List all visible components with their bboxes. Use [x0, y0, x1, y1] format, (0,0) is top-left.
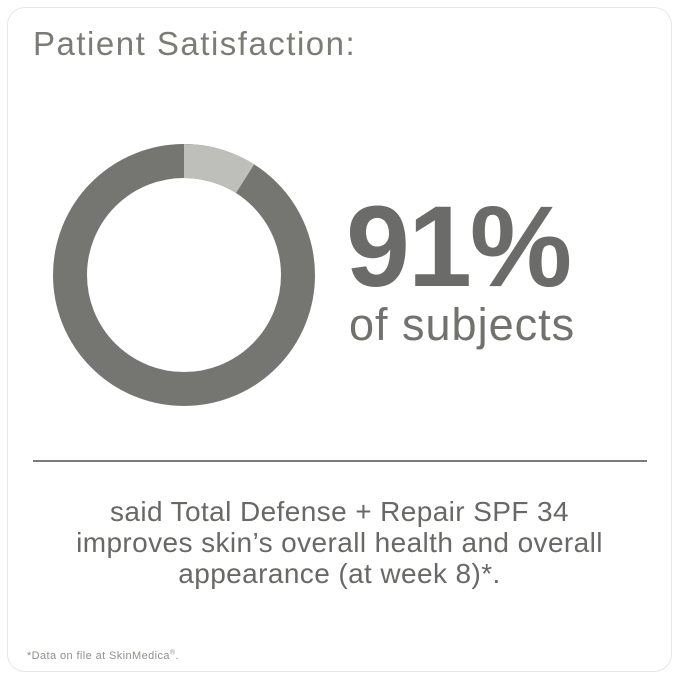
divider-line: [33, 460, 647, 462]
claim-line-1: said Total Defense + Repair SPF 34: [109, 496, 569, 527]
claim-line-3: appearance (at week 8)*.: [178, 558, 501, 589]
donut-ring-dark-slice: [53, 144, 315, 406]
stat-value: 91%: [346, 183, 572, 311]
donut-chart: [53, 144, 315, 406]
page-title: Patient Satisfaction:: [33, 25, 357, 62]
stat-caption: of subjects: [349, 299, 576, 350]
donut-ring-light-slice: [53, 144, 315, 406]
claim-text: said Total Defense + Repair SPF 34 impro…: [0, 496, 679, 589]
registered-trademark-icon: ®: [169, 649, 176, 657]
claim-line-2: improves skin’s overall health and overa…: [76, 527, 603, 558]
footnote-text: *Data on file at SkinMedica: [27, 650, 170, 662]
footnote: *Data on file at SkinMedica®.: [27, 649, 179, 662]
footnote-period: .: [175, 650, 179, 662]
